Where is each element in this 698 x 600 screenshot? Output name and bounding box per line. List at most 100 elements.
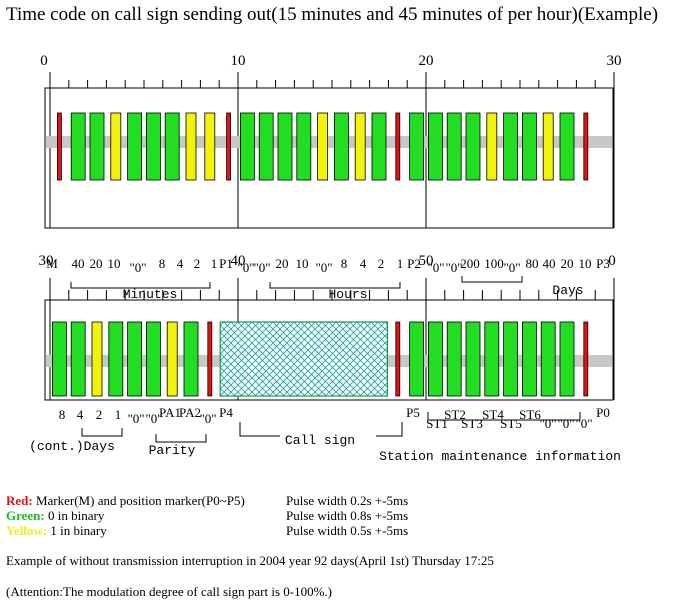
bit-label: 20 xyxy=(561,256,574,271)
row-1-seconds-0-29: 0 10 20 30M 40 20 10 "0" 8 4 2 1 P1 "0""0" 20 10 "0" 8 4 2 1… xyxy=(40,53,621,302)
scale-label-0: 0 xyxy=(40,53,48,69)
bit-label: 8 xyxy=(159,256,166,271)
bit-label: 20 xyxy=(90,256,103,271)
bit-label: 4 xyxy=(360,256,367,271)
bit-label: PA2 xyxy=(179,405,201,420)
bit-0-pulse xyxy=(70,112,86,181)
legend-yellow-key: Yellow: xyxy=(6,523,48,538)
bit-label: 40 xyxy=(72,256,85,271)
scale-label-50: 50 xyxy=(419,253,434,269)
bit-label: "0" xyxy=(127,411,144,426)
bit-label: 10 xyxy=(108,256,121,271)
bit-1-pulse xyxy=(354,112,366,181)
group-label: Call sign xyxy=(285,433,355,448)
bit-label: 10 xyxy=(296,256,309,271)
page-title: Time code on call sign sending out(15 mi… xyxy=(6,4,659,25)
group-bracket xyxy=(376,422,403,437)
bit-label: "0" xyxy=(557,416,574,431)
legend-green-key: Green: xyxy=(6,508,45,523)
bit-0-pulse xyxy=(522,321,537,397)
bit-label: P0 xyxy=(596,405,610,420)
bit-0-pulse xyxy=(559,321,575,397)
bit-label: "0" xyxy=(503,260,520,275)
legend-red: Red: Marker(M) and position marker(P0~P5… xyxy=(6,493,245,509)
bit-0-pulse xyxy=(127,321,142,397)
bit-label: 10 xyxy=(579,256,592,271)
bit-label: P2 xyxy=(407,256,421,271)
group-bracket xyxy=(427,412,581,421)
bit-0-pulse xyxy=(427,112,443,181)
legend-green-text: 0 in binary xyxy=(48,508,105,523)
bit-label: "0" xyxy=(539,416,556,431)
bit-0-pulse xyxy=(164,112,180,181)
bit-label: 1 xyxy=(211,256,218,271)
bit-0-pulse xyxy=(409,321,425,397)
bit-label: 2 xyxy=(378,256,385,271)
group-bracket xyxy=(155,434,207,443)
bit-label: 20 xyxy=(276,256,289,271)
bit-label: 80 xyxy=(526,256,539,271)
bit-0-pulse xyxy=(52,321,67,397)
bit-0-pulse xyxy=(127,112,142,181)
bit-1-pulse xyxy=(317,112,329,181)
position-marker-pulse xyxy=(395,321,401,397)
bit-label: P3 xyxy=(596,256,610,271)
bit-label: ST2 xyxy=(444,407,466,422)
bit-0-pulse xyxy=(484,321,500,397)
bit-0-pulse xyxy=(145,321,161,397)
position-marker-pulse xyxy=(583,112,589,181)
bit-0-pulse xyxy=(465,112,481,181)
bit-label: "0" xyxy=(145,411,162,426)
bit-label: "0" xyxy=(445,260,462,275)
bit-0-pulse xyxy=(89,112,105,181)
bit-0-pulse xyxy=(296,112,312,181)
bit-label: 4 xyxy=(177,256,184,271)
scale-label-30: 30 xyxy=(39,253,54,269)
group-bracket xyxy=(239,422,280,437)
bit-label: ST3 xyxy=(461,416,483,431)
bit-0-pulse xyxy=(465,321,481,397)
bit-0-pulse xyxy=(503,321,519,397)
bit-label: M xyxy=(46,256,58,271)
bit-label: 2 xyxy=(194,256,201,271)
scale-label-0: 0 xyxy=(608,253,616,269)
bit-label: ST4 xyxy=(482,407,504,422)
legend-yellow-text: 1 in binary xyxy=(50,523,107,538)
bit-0-pulse xyxy=(258,112,274,181)
example-note: Example of without transmission interrup… xyxy=(6,553,494,568)
bit-label: 40 xyxy=(543,256,556,271)
bit-0-pulse xyxy=(145,112,161,181)
legend-yellow: Yellow: 1 in binary xyxy=(6,523,107,539)
legend-green: Green: 0 in binary xyxy=(6,508,104,524)
pulse-width-red: Pulse width 0.2s +-5ms xyxy=(286,493,409,508)
pulse-width-yellow: Pulse width 0.5s +-5ms xyxy=(286,523,409,538)
bit-0-pulse xyxy=(70,321,86,397)
bit-0-pulse xyxy=(183,321,199,397)
bit-1-pulse xyxy=(204,112,216,181)
bit-1-pulse xyxy=(542,112,554,181)
bit-0-pulse xyxy=(427,321,443,397)
bit-label: ST6 xyxy=(519,407,541,422)
bit-label: 1 xyxy=(397,256,404,271)
bit-label: "0" xyxy=(129,260,146,275)
bit-0-pulse xyxy=(446,112,462,181)
bit-0-pulse xyxy=(333,112,349,181)
bit-0-pulse xyxy=(559,112,575,181)
bit-1-pulse xyxy=(185,112,197,181)
bit-0-pulse xyxy=(371,112,387,181)
legend-red-key: Red: xyxy=(6,493,33,508)
bit-label: "0" xyxy=(253,260,270,275)
position-marker-pulse xyxy=(207,321,213,397)
bit-label: P4 xyxy=(219,405,233,420)
scale-label-20: 20 xyxy=(419,53,434,69)
scale-label-10: 10 xyxy=(231,53,246,69)
time-code-diagram: 0 10 20 30M 40 20 10 "0" 8 4 2 1 P1 "0""0" 20 10 "0" 8 4 2 1… xyxy=(29,53,621,464)
legend-red-text: Marker(M) and position marker(P0~P5) xyxy=(35,493,245,508)
bit-label: P5 xyxy=(406,405,420,420)
bit-0-pulse xyxy=(239,112,255,181)
bit-label: "0" xyxy=(237,260,254,275)
bit-1-pulse xyxy=(91,321,103,397)
attention-note: (Attention:The modulation degree of call… xyxy=(6,584,332,599)
group-label: Hours xyxy=(328,287,367,302)
